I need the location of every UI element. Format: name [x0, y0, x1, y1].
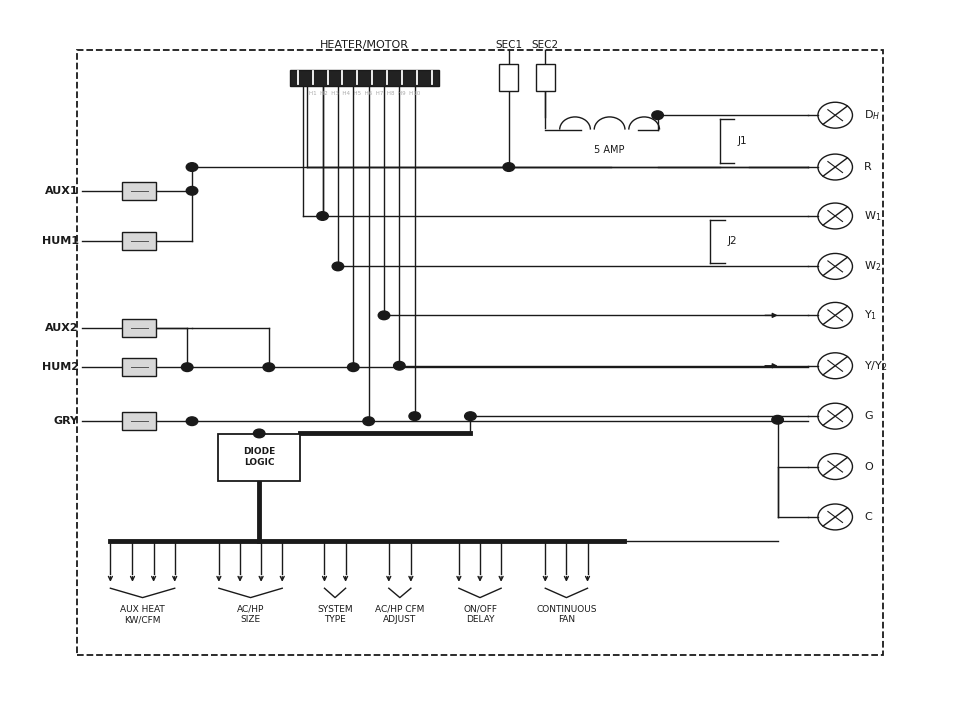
- Text: C: C: [864, 512, 872, 522]
- Circle shape: [253, 429, 265, 438]
- Circle shape: [378, 311, 390, 320]
- FancyBboxPatch shape: [290, 70, 440, 86]
- Text: W$_2$: W$_2$: [864, 259, 881, 274]
- FancyBboxPatch shape: [122, 318, 156, 336]
- Circle shape: [772, 415, 783, 424]
- Text: GRY: GRY: [54, 416, 79, 426]
- Circle shape: [332, 262, 344, 271]
- Circle shape: [186, 163, 198, 171]
- FancyBboxPatch shape: [122, 181, 156, 199]
- FancyBboxPatch shape: [77, 50, 883, 655]
- Circle shape: [465, 412, 476, 420]
- Circle shape: [181, 363, 193, 372]
- Text: AC/HP
SIZE: AC/HP SIZE: [237, 605, 264, 624]
- Circle shape: [503, 163, 515, 171]
- Circle shape: [263, 363, 275, 372]
- Text: CONTINUOUS
FAN: CONTINUOUS FAN: [536, 605, 597, 624]
- FancyBboxPatch shape: [219, 433, 300, 481]
- Text: AC/HP CFM
ADJUST: AC/HP CFM ADJUST: [375, 605, 424, 624]
- Circle shape: [186, 417, 198, 426]
- Text: ON/OFF
DELAY: ON/OFF DELAY: [463, 605, 497, 624]
- Text: HUM2: HUM2: [41, 362, 79, 372]
- Circle shape: [317, 212, 328, 220]
- FancyBboxPatch shape: [122, 232, 156, 250]
- Text: R: R: [864, 162, 872, 172]
- FancyBboxPatch shape: [122, 412, 156, 431]
- Circle shape: [409, 412, 420, 420]
- Text: AUX2: AUX2: [45, 323, 79, 333]
- Text: AUX HEAT
KW/CFM: AUX HEAT KW/CFM: [120, 605, 165, 624]
- Text: D$_H$: D$_H$: [864, 108, 880, 122]
- Text: SEC2: SEC2: [532, 40, 559, 50]
- Text: 5 AMP: 5 AMP: [594, 145, 625, 156]
- Text: HUM1: HUM1: [41, 236, 79, 246]
- Text: Y/Y$_2$: Y/Y$_2$: [864, 359, 888, 373]
- Circle shape: [363, 417, 374, 426]
- Circle shape: [348, 363, 359, 372]
- Text: HEATER/MOTOR: HEATER/MOTOR: [321, 40, 409, 50]
- Text: G: G: [864, 411, 873, 421]
- Text: H1  H2  H3  H4  H5  H6  H7  H8  H9  H10: H1 H2 H3 H4 H5 H6 H7 H8 H9 H10: [309, 91, 420, 96]
- Circle shape: [652, 111, 663, 120]
- Text: O: O: [864, 462, 873, 472]
- Text: SEC1: SEC1: [495, 40, 522, 50]
- Text: J2: J2: [728, 236, 737, 246]
- Text: Y$_1$: Y$_1$: [864, 308, 877, 323]
- Text: AUX1: AUX1: [45, 186, 79, 196]
- Text: SYSTEM
TYPE: SYSTEM TYPE: [317, 605, 353, 624]
- Circle shape: [394, 361, 405, 370]
- Circle shape: [186, 186, 198, 195]
- Text: DIODE
LOGIC: DIODE LOGIC: [243, 448, 276, 467]
- Text: W$_1$: W$_1$: [864, 209, 881, 223]
- FancyBboxPatch shape: [536, 64, 555, 91]
- Text: J1: J1: [737, 136, 747, 146]
- FancyBboxPatch shape: [122, 359, 156, 376]
- FancyBboxPatch shape: [499, 64, 518, 91]
